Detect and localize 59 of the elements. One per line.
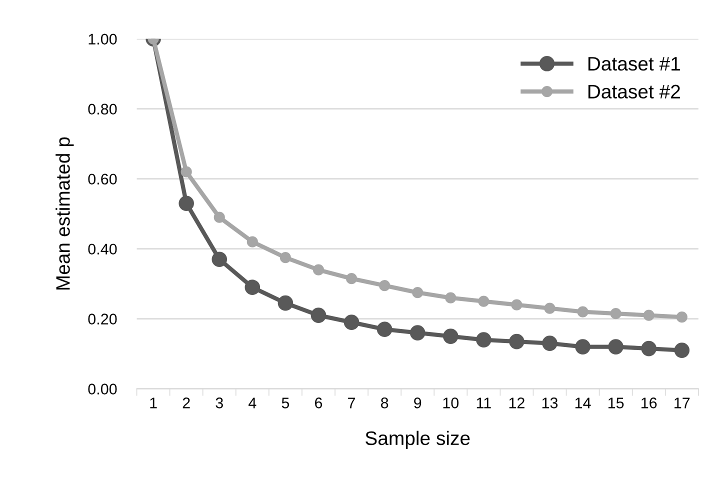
point [577,306,588,318]
y-tick-label: 0.00 [88,384,117,394]
point [643,310,654,321]
y-tick-label: 0.80 [88,104,117,115]
x-tick-label: 8 [380,398,388,408]
point [674,342,690,358]
point [310,308,326,323]
point [178,196,194,211]
x-tick-label: 9 [414,398,422,408]
x-tick-label: 14 [575,398,591,408]
point [214,212,225,223]
point [376,322,392,337]
point [509,334,524,350]
y-tick-label: 0.40 [88,244,117,255]
legend-label: Dataset #2 [588,84,680,99]
point [575,339,590,354]
point [544,302,556,314]
y-tick-label: 0.60 [88,174,117,185]
point [312,264,324,276]
point [511,299,522,310]
point [280,252,292,264]
x-tick-label: 17 [674,398,690,408]
x-tick-label: 15 [608,398,624,408]
point [610,308,622,320]
point [379,280,390,292]
y-axis-title: Mean estimated p [56,137,74,290]
y-tick-label: 0.20 [88,314,117,324]
x-tick-label: 1 [150,398,157,408]
point [641,340,656,356]
x-tick-label: 12 [509,398,524,408]
x-tick-label: 2 [182,398,190,408]
x-tick-label: 16 [642,398,657,408]
point [180,166,192,178]
x-tick-label: 3 [216,398,223,408]
x-axis-title: Sample size [366,430,470,449]
point [478,296,490,307]
x-tick-label: 5 [282,398,290,408]
point [244,280,260,295]
point [476,332,492,348]
x-tick-label: 4 [248,398,256,408]
point [412,287,424,298]
point [542,336,558,351]
x-tick-label: 11 [476,398,491,408]
x-tick-label: 13 [542,398,558,408]
point [346,273,358,284]
point [442,328,458,344]
point [410,325,426,340]
x-tick-label: 7 [348,398,356,408]
x-tick-label: 10 [443,398,459,408]
point [278,295,294,311]
point [212,252,228,267]
x-tick-label: 6 [315,398,322,408]
legend-label: Dataset #1 [588,57,680,71]
y-tick-label: 1.00 [88,34,117,45]
point [608,339,624,354]
point [246,236,258,248]
point [445,292,456,304]
point [676,312,688,323]
point [344,314,360,330]
